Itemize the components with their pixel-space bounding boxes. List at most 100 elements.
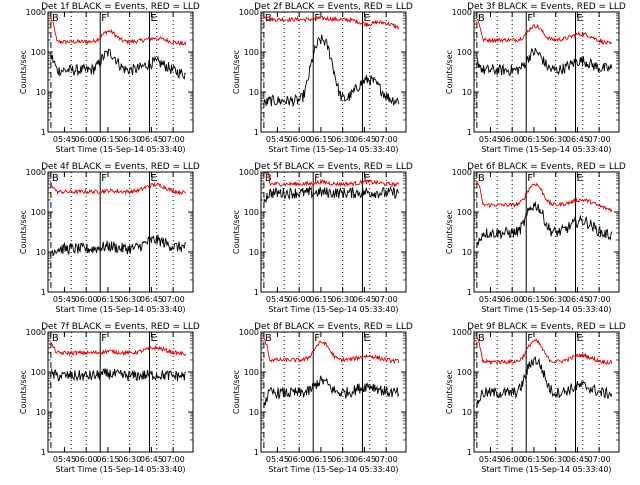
panel-2-xtick-label-1: 06:00 bbox=[288, 135, 311, 144]
panel-9-marker-b: B bbox=[478, 333, 485, 344]
panel-8-xlabel: Start Time (15-Sep-14 05:33:40) bbox=[268, 465, 398, 474]
panel-6-xtick-label-5: 07:00 bbox=[588, 295, 611, 304]
panel-3-frame bbox=[473, 11, 620, 133]
panel-1-marker-e: E bbox=[151, 13, 157, 24]
panel-1-xtick-label-0: 05:45 bbox=[53, 135, 76, 144]
panel-3-marker-e: E bbox=[577, 13, 583, 24]
panel-9-xtick-label-4: 06:45 bbox=[566, 455, 589, 464]
panel-9-xtick-label-1: 06:00 bbox=[501, 455, 524, 464]
panel-7-ytick-label-2: 100 bbox=[31, 368, 46, 377]
panel-3-events-series bbox=[476, 47, 613, 77]
panel-9-xtick-label-2: 06:15 bbox=[522, 455, 545, 464]
panel-1-marker-b: B bbox=[52, 13, 59, 24]
panel-7-marker-f: F bbox=[101, 333, 107, 344]
panel-4-ytick-label-3: 1000 bbox=[26, 168, 46, 177]
panel-2-xlabel: Start Time (15-Sep-14 05:33:40) bbox=[268, 145, 398, 154]
panel-9-ytick-label-2: 100 bbox=[457, 368, 472, 377]
panel-2-marker-b: B bbox=[265, 13, 272, 24]
panel-8-lld-series bbox=[263, 337, 400, 365]
panel-7-events-series bbox=[50, 368, 187, 382]
panel-2-ytick-label-2: 100 bbox=[244, 48, 259, 57]
panel-6-marker-e: E bbox=[577, 173, 583, 184]
panel-7-xtick-label-1: 06:00 bbox=[75, 455, 98, 464]
panel-3-xlabel: Start Time (15-Sep-14 05:33:40) bbox=[481, 145, 611, 154]
panel-8-ytick-label-1: 10 bbox=[249, 408, 259, 417]
panel-4-xtick-label-5: 07:00 bbox=[162, 295, 185, 304]
panel-1-xtick-label-1: 06:00 bbox=[75, 135, 98, 144]
panel-6-frame bbox=[473, 171, 620, 293]
panel-3-marker-b: B bbox=[478, 13, 485, 24]
panel-5-frame bbox=[260, 171, 407, 293]
panel-8-marker-b: B bbox=[265, 333, 272, 344]
panel-4-marker-e: E bbox=[151, 173, 157, 184]
panel-8-frame bbox=[260, 331, 407, 453]
panel-9-title: Det 9f BLACK = Events, RED = LLD bbox=[467, 322, 626, 332]
panel-8-xtick-label-2: 06:15 bbox=[309, 455, 332, 464]
panel-2-frame bbox=[260, 11, 407, 133]
panel-4-xtick-label-4: 06:45 bbox=[140, 295, 163, 304]
panel-9-marker-f: F bbox=[527, 333, 533, 344]
panel-5-xlabel: Start Time (15-Sep-14 05:33:40) bbox=[268, 305, 398, 314]
panel-2-marker-e: E bbox=[364, 13, 370, 24]
panel-7-xtick-label-2: 06:15 bbox=[96, 455, 119, 464]
panel-5-ytick-label-0: 1 bbox=[254, 288, 259, 297]
panel-5-ytick-label-3: 1000 bbox=[239, 168, 259, 177]
panel-8-ytick-label-2: 100 bbox=[244, 368, 259, 377]
panel-4-xtick-label-2: 06:15 bbox=[96, 295, 119, 304]
panel-3-xtick-label-5: 07:00 bbox=[588, 135, 611, 144]
panel-2-ytick-label-3: 1000 bbox=[239, 8, 259, 17]
panel-9-ytick-label-3: 1000 bbox=[452, 328, 472, 337]
panel-7-frame bbox=[47, 331, 194, 453]
panel-7-xlabel: Start Time (15-Sep-14 05:33:40) bbox=[55, 465, 185, 474]
panel-5-marker-b: B bbox=[265, 173, 272, 184]
panel-4-lld-series bbox=[50, 181, 187, 196]
panel-7-ytick-label-3: 1000 bbox=[26, 328, 46, 337]
panel-8-xtick-label-3: 06:30 bbox=[331, 455, 354, 464]
panel-3-lld-series bbox=[476, 18, 613, 45]
panel-7-xtick-label-5: 07:00 bbox=[162, 455, 185, 464]
panel-9-events-series bbox=[476, 356, 613, 408]
panel-3-xtick-label-2: 06:15 bbox=[522, 135, 545, 144]
panel-1-ylabel: Counts/sec bbox=[19, 50, 28, 94]
panel-7-xtick-label-4: 06:45 bbox=[140, 455, 163, 464]
panel-3-ylabel: Counts/sec bbox=[445, 50, 454, 94]
panel-6-ytick-label-1: 10 bbox=[462, 248, 472, 257]
panel-2-lld-series bbox=[263, 15, 400, 31]
panel-8-marker-f: F bbox=[314, 333, 320, 344]
panel-3-xtick-label-3: 06:30 bbox=[544, 135, 567, 144]
panel-9-frame bbox=[473, 331, 620, 453]
panel-6-ylabel: Counts/sec bbox=[445, 210, 454, 254]
panel-7-title: Det 7f BLACK = Events, RED = LLD bbox=[41, 322, 200, 332]
panel-6-ytick-label-2: 100 bbox=[457, 208, 472, 217]
panel-3-ytick-label-2: 100 bbox=[457, 48, 472, 57]
panel-4-marker-f: F bbox=[101, 173, 107, 184]
panel-6-xtick-label-1: 06:00 bbox=[501, 295, 524, 304]
panel-9-ytick-label-1: 10 bbox=[462, 408, 472, 417]
panel-6-lld-series bbox=[476, 180, 613, 213]
panel-7-marker-e: E bbox=[151, 333, 157, 344]
panel-4-ytick-label-0: 1 bbox=[41, 288, 46, 297]
panel-2-xtick-label-0: 05:45 bbox=[266, 135, 289, 144]
panel-5-xtick-label-4: 06:45 bbox=[353, 295, 376, 304]
panel-9-marker-e: E bbox=[577, 333, 583, 344]
panel-7-xtick-label-0: 05:45 bbox=[53, 455, 76, 464]
panel-2-title: Det 2f BLACK = Events, RED = LLD bbox=[254, 2, 413, 12]
panel-6-events-series bbox=[476, 201, 613, 248]
panel-6-xtick-label-2: 06:15 bbox=[522, 295, 545, 304]
panel-3-title: Det 3f BLACK = Events, RED = LLD bbox=[467, 2, 626, 12]
panel-8-ylabel: Counts/sec bbox=[232, 370, 241, 414]
panel-4-ylabel: Counts/sec bbox=[19, 210, 28, 254]
panel-8-events-series bbox=[263, 375, 400, 408]
panel-4-xtick-label-0: 05:45 bbox=[53, 295, 76, 304]
panel-8-xtick-label-4: 06:45 bbox=[353, 455, 376, 464]
panel-8-xtick-label-5: 07:00 bbox=[375, 455, 398, 464]
panel-2-events-series bbox=[263, 34, 400, 107]
panel-1-marker-f: F bbox=[101, 13, 107, 24]
panel-7-ytick-label-1: 10 bbox=[36, 408, 46, 417]
panel-1-xlabel: Start Time (15-Sep-14 05:33:40) bbox=[55, 145, 185, 154]
panel-2-ytick-label-0: 1 bbox=[254, 128, 259, 137]
panel-5-xtick-label-2: 06:15 bbox=[309, 295, 332, 304]
panel-3-ytick-label-0: 1 bbox=[467, 128, 472, 137]
